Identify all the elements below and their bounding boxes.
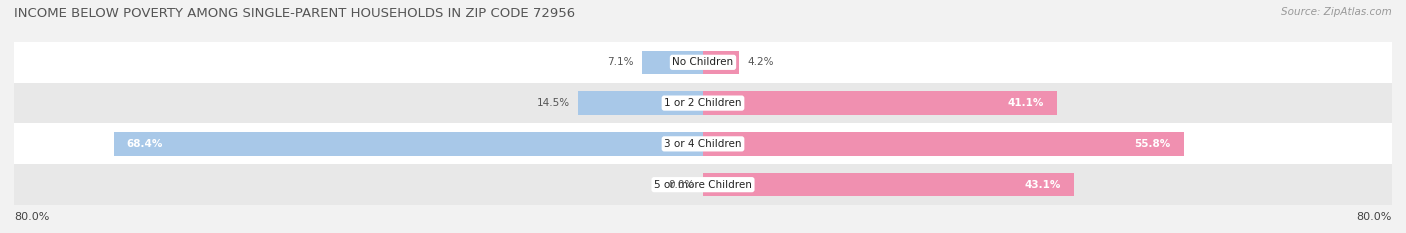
Text: 43.1%: 43.1%	[1025, 180, 1062, 190]
Bar	[14, 123, 1392, 164]
Text: INCOME BELOW POVERTY AMONG SINGLE-PARENT HOUSEHOLDS IN ZIP CODE 72956: INCOME BELOW POVERTY AMONG SINGLE-PARENT…	[14, 7, 575, 20]
Bar	[643, 51, 703, 74]
Bar	[114, 132, 703, 156]
Bar	[703, 91, 1057, 115]
Text: 0.0%: 0.0%	[668, 180, 695, 190]
Bar	[14, 42, 1392, 83]
Bar	[703, 132, 1184, 156]
Bar	[578, 91, 703, 115]
Bar	[703, 51, 740, 74]
Text: 55.8%: 55.8%	[1135, 139, 1171, 149]
Text: 80.0%: 80.0%	[1357, 212, 1392, 222]
Text: 1 or 2 Children: 1 or 2 Children	[664, 98, 742, 108]
Text: 80.0%: 80.0%	[14, 212, 49, 222]
Text: 14.5%: 14.5%	[537, 98, 569, 108]
Text: No Children: No Children	[672, 57, 734, 67]
Text: 4.2%: 4.2%	[748, 57, 775, 67]
Text: 41.1%: 41.1%	[1008, 98, 1045, 108]
Bar	[703, 173, 1074, 196]
Bar	[14, 164, 1392, 205]
Text: 7.1%: 7.1%	[607, 57, 633, 67]
Text: Source: ZipAtlas.com: Source: ZipAtlas.com	[1281, 7, 1392, 17]
Bar	[14, 83, 1392, 123]
Text: 5 or more Children: 5 or more Children	[654, 180, 752, 190]
Text: 3 or 4 Children: 3 or 4 Children	[664, 139, 742, 149]
Text: 68.4%: 68.4%	[127, 139, 163, 149]
